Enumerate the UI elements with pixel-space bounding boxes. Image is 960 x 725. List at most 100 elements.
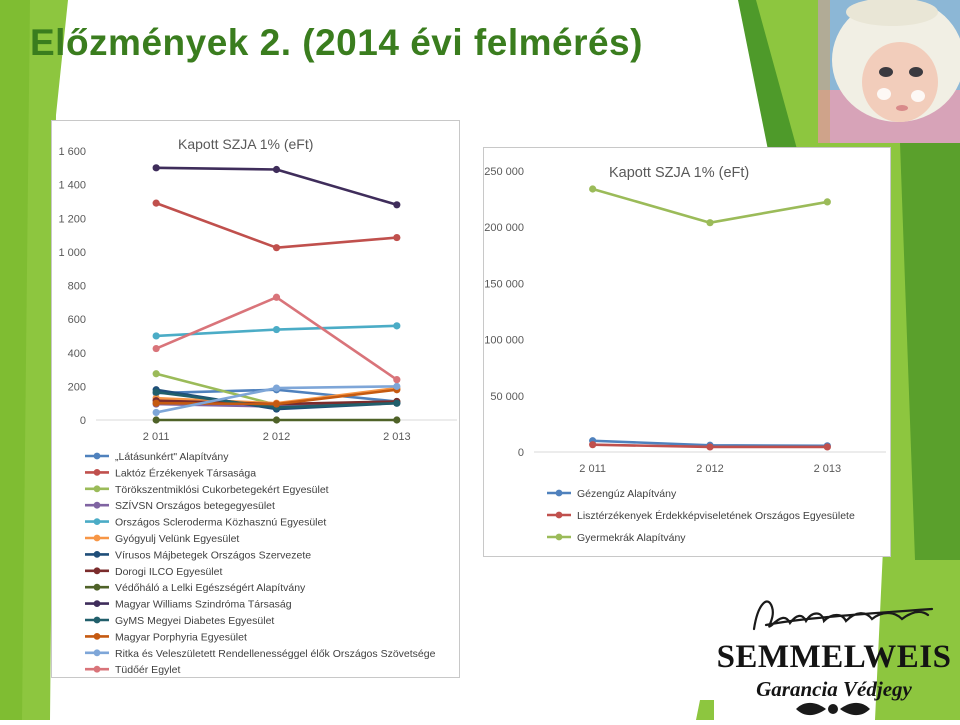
data-point bbox=[706, 219, 714, 227]
legend-entry: „Látásunkért" Alapítvány bbox=[115, 451, 229, 463]
series-line bbox=[155, 295, 398, 381]
y-tick-label: 150 000 bbox=[484, 278, 524, 290]
data-point bbox=[589, 185, 597, 193]
legend-entry: Ritka és Veleszületett Rendellenességgel… bbox=[115, 648, 436, 660]
y-tick-label: 50 000 bbox=[490, 391, 524, 403]
legend-entry: Országos Scleroderma Közhasznú Egyesület bbox=[115, 517, 326, 529]
bottom-green-tick bbox=[696, 700, 714, 720]
data-point bbox=[589, 441, 597, 449]
legend-swatch-marker bbox=[93, 633, 101, 640]
data-point bbox=[272, 384, 281, 392]
x-tick-label: 2 013 bbox=[814, 463, 842, 475]
legend-swatch-marker bbox=[93, 649, 101, 657]
chart-large-organizations: Kapott SZJA 1% (eFt) 0 50 000 100 000 150 00… bbox=[483, 147, 891, 557]
y-tick-label: 600 bbox=[68, 314, 86, 326]
x-tick-label: 2 012 bbox=[696, 463, 724, 475]
signature-icon bbox=[752, 600, 934, 631]
data-point bbox=[393, 382, 401, 390]
series-line bbox=[155, 201, 397, 249]
y-tick-label: 1 200 bbox=[58, 213, 86, 225]
legend-swatch-marker bbox=[93, 469, 101, 476]
logo-wordmark: SEMMELWEIS bbox=[716, 639, 952, 675]
data-point bbox=[393, 201, 401, 209]
slide-title: Előzmények 2. (2014 évi felmérés) bbox=[30, 22, 643, 63]
legend-entry: Védőháló a Lelki Egészségért Alapítvány bbox=[115, 582, 306, 594]
logo-drawing bbox=[752, 600, 934, 716]
legend-swatch-marker bbox=[93, 600, 101, 607]
y-tick-label: 1 400 bbox=[58, 180, 86, 192]
data-point bbox=[152, 408, 160, 417]
x-tick-label: 2 011 bbox=[579, 463, 606, 475]
legend-swatch-marker bbox=[555, 511, 563, 519]
legend-entry: Lisztérzékenyek Érdekképviseletének Orsz… bbox=[577, 509, 855, 522]
y-tick-label: 250 000 bbox=[484, 166, 524, 178]
legend-swatch-marker bbox=[93, 501, 101, 509]
x-tick-label: 2 012 bbox=[263, 431, 291, 443]
legend-entry: Gézengúz Alapítvány bbox=[577, 488, 677, 500]
chart-small-organizations-svg: Kapott SZJA 1% (eFt) 0 200 400 600 800 1 000 1 … bbox=[58, 136, 457, 676]
chart-title: Kapott SZJA 1% (eFt) bbox=[609, 165, 749, 181]
data-point bbox=[393, 322, 401, 330]
x-tick-label: 2 013 bbox=[383, 431, 411, 443]
legend-swatch-marker bbox=[93, 534, 101, 542]
data-point bbox=[272, 400, 281, 408]
legend-entry: Magyar Porphyria Egyesület bbox=[115, 631, 247, 643]
legend-swatch-marker bbox=[93, 567, 101, 575]
y-tick-label: 100 000 bbox=[484, 335, 524, 347]
data-point bbox=[272, 293, 281, 301]
logo-subtitle: Garancia Védjegy bbox=[756, 677, 912, 701]
legend-swatch-marker bbox=[93, 616, 101, 624]
baby-photo bbox=[818, 0, 960, 143]
y-tick-label: 400 bbox=[68, 348, 86, 360]
legend-swatch-marker bbox=[555, 489, 563, 497]
chart-large-organizations-svg: Kapott SZJA 1% (eFt) 0 50 000 100 000 150 00… bbox=[484, 165, 886, 544]
y-tick-label: 200 bbox=[68, 381, 86, 393]
right-dark-stripe bbox=[738, 0, 800, 160]
legend-entry: Magyar Williams Szindróma Társaság bbox=[115, 599, 292, 611]
legend-entry: Tüdőér Egylet bbox=[115, 664, 180, 676]
y-tick-label: 1 000 bbox=[58, 247, 86, 259]
legend-entry: Vírusos Májbetegek Országos Szervezete bbox=[115, 549, 311, 561]
legend-entry: Dorogi ILCO Egyesület bbox=[115, 566, 222, 578]
data-point bbox=[706, 443, 714, 451]
legend-swatch-marker bbox=[555, 533, 563, 541]
legend-entry: Laktóz Érzékenyek Társasága bbox=[115, 466, 256, 479]
data-point bbox=[152, 344, 160, 353]
legend-entry: GyMS Megyei Diabetes Egyesület bbox=[115, 615, 274, 627]
legend-entry: SZÍVSN Országos betegegyesület bbox=[115, 499, 275, 512]
semmelweis-logo: SEMMELWEIS Garancia Védjegy bbox=[706, 585, 960, 720]
legend-swatch-marker bbox=[93, 452, 101, 460]
data-point bbox=[152, 332, 160, 340]
chart-small-organizations: Kapott SZJA 1% (eFt) 0 200 400 600 800 1 000 1 … bbox=[51, 120, 460, 678]
data-point bbox=[823, 443, 831, 451]
series-line bbox=[156, 166, 398, 207]
y-tick-label: 200 000 bbox=[484, 222, 524, 234]
data-point bbox=[152, 199, 160, 207]
chart-title: Kapott SZJA 1% (eFt) bbox=[178, 136, 313, 152]
data-point bbox=[393, 376, 401, 384]
legend-swatch-marker bbox=[93, 551, 101, 558]
data-point bbox=[152, 164, 160, 172]
ornament-icon bbox=[796, 702, 870, 716]
data-point bbox=[152, 416, 160, 424]
data-point bbox=[272, 244, 281, 252]
legend-swatch-marker bbox=[93, 485, 101, 493]
data-point bbox=[272, 165, 281, 174]
legend-swatch-marker bbox=[93, 518, 101, 525]
data-point bbox=[272, 416, 281, 424]
data-point bbox=[393, 233, 401, 242]
x-tick-label: 2 011 bbox=[143, 431, 170, 443]
y-tick-label: 1 600 bbox=[58, 146, 86, 158]
data-point bbox=[152, 370, 160, 378]
data-point bbox=[393, 399, 401, 407]
data-point bbox=[393, 416, 401, 424]
data-point bbox=[272, 325, 281, 334]
y-tick-label: 0 bbox=[80, 415, 86, 427]
data-point bbox=[823, 198, 831, 206]
data-point bbox=[152, 388, 160, 396]
right-dark-band bbox=[900, 143, 960, 560]
legend-swatch-marker bbox=[93, 665, 101, 673]
legend-entry: Gyógyulj Velünk Egyesület bbox=[115, 533, 239, 545]
series-line bbox=[592, 187, 828, 225]
legend-entry: Gyermekrák Alapítvány bbox=[577, 532, 686, 544]
